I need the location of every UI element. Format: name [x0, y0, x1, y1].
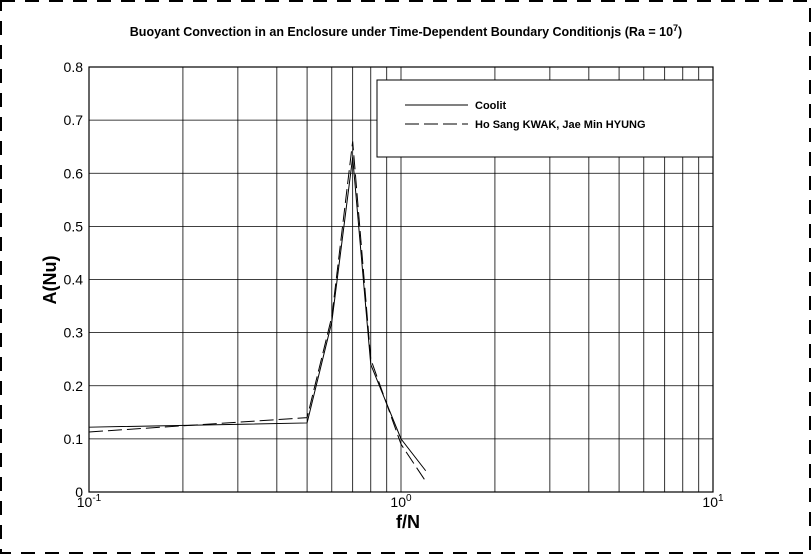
y-tick-label: 0.3	[64, 325, 84, 341]
x-axis-label: f/N	[396, 512, 420, 532]
x-tick-label: 101	[702, 493, 724, 510]
x-tick-exponent: 0	[406, 493, 412, 504]
legend-label: Ho Sang KWAK, Jae Min HYUNG	[475, 119, 646, 131]
title-end: )	[678, 25, 682, 39]
y-tick-label: 0	[75, 484, 83, 500]
legend: Coolit Ho Sang KWAK, Jae Min HYUNG	[376, 79, 714, 158]
y-tick-label: 0.2	[64, 378, 84, 394]
legend-label: Coolit	[475, 100, 506, 112]
x-tick-base: 10	[390, 494, 406, 510]
x-tick-label: 100	[390, 493, 412, 510]
title-text: Buoyant Convection in an Enclosure under…	[130, 25, 673, 39]
series-line	[88, 157, 427, 472]
y-tick-label: 0.7	[64, 112, 84, 128]
y-tick-label: 0.8	[64, 59, 84, 75]
x-tick-exponent: -1	[92, 493, 101, 504]
legend-box	[376, 79, 714, 158]
plot-border	[88, 66, 714, 493]
x-tick-label: 10-1	[77, 493, 102, 510]
chart-title: Buoyant Convection in an Enclosure under…	[130, 23, 682, 39]
y-axis-label: A(Nu)	[40, 256, 60, 305]
y-tick-label: 0.6	[64, 165, 84, 181]
y-tick-label: 0.4	[64, 272, 84, 288]
y-tick-label: 0.5	[64, 218, 84, 234]
title-superscript: 7	[673, 23, 678, 33]
x-tick-base: 10	[77, 494, 93, 510]
x-tick-base: 10	[702, 494, 718, 510]
y-tick-label: 0.1	[64, 431, 84, 447]
x-tick-exponent: 1	[718, 493, 724, 504]
series-line	[88, 141, 427, 482]
